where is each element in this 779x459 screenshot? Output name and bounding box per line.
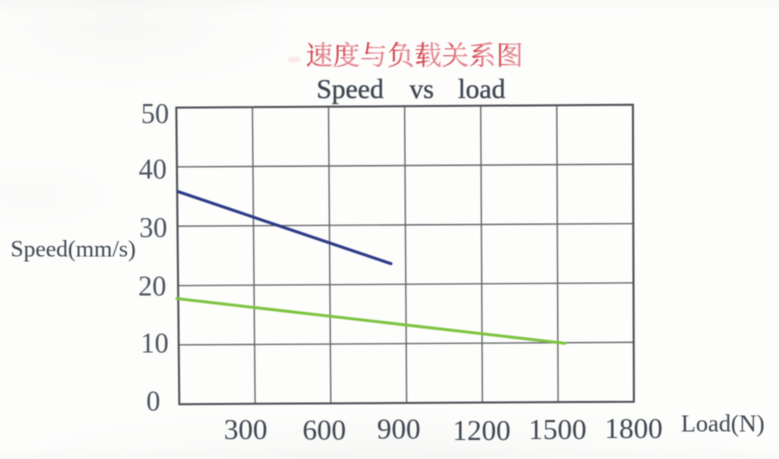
svg-text:10: 10 <box>141 329 169 360</box>
svg-text:0: 0 <box>146 387 160 418</box>
svg-text:Speed: Speed <box>317 73 384 104</box>
svg-text:900: 900 <box>377 414 421 446</box>
svg-text:Load(N): Load(N) <box>681 410 765 437</box>
svg-text:load: load <box>458 73 506 104</box>
svg-text:300: 300 <box>224 414 268 446</box>
svg-text:50: 50 <box>141 99 169 130</box>
svg-text:1800: 1800 <box>605 413 663 445</box>
svg-text:40: 40 <box>139 155 167 186</box>
svg-text:600: 600 <box>303 414 347 446</box>
svg-text:30: 30 <box>139 213 167 244</box>
svg-text:vs: vs <box>410 73 434 104</box>
svg-text:1500: 1500 <box>529 414 587 446</box>
svg-text:Speed(mm/s): Speed(mm/s) <box>11 237 136 263</box>
svg-text:1200: 1200 <box>453 415 511 447</box>
svg-text:20: 20 <box>138 272 166 303</box>
